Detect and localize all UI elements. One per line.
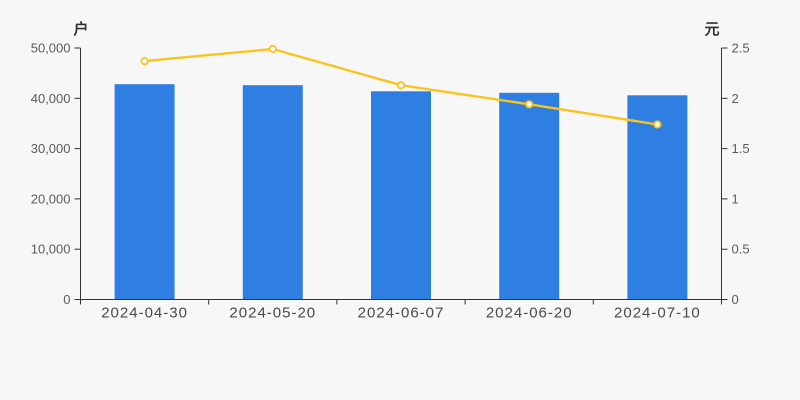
bar — [371, 91, 431, 300]
date-label: 2024-06-07 — [358, 305, 445, 322]
left-axis-tick-label: 10,000 — [31, 242, 71, 257]
right-axis-tick-label: 1.5 — [732, 141, 750, 156]
left-axis-title: 户 — [73, 21, 89, 38]
right-axis-tick-label: 2 — [732, 91, 739, 106]
right-axis-tick-label: 1 — [732, 191, 739, 206]
left-axis-tick-label: 20,000 — [31, 191, 71, 206]
left-axis-tick-label: 0 — [63, 292, 70, 307]
right-axis-tick-label: 2.5 — [732, 41, 750, 56]
date-label: 2024-06-20 — [486, 305, 573, 322]
bar — [242, 85, 303, 300]
data-point-marker — [268, 44, 277, 54]
date-label: 2024-05-20 — [229, 305, 316, 322]
bar — [114, 84, 175, 300]
bar — [627, 95, 688, 300]
data-point-marker — [525, 100, 534, 109]
left-axis-tick-label: 50,000 — [31, 41, 71, 56]
date-label: 2024-04-30 — [101, 305, 188, 322]
right-axis-tick-label: 0 — [732, 292, 739, 307]
left-axis-tick-label: 30,000 — [31, 141, 71, 156]
data-point-marker — [396, 81, 406, 90]
data-point-marker — [653, 120, 662, 129]
date-label: 2024-07-10 — [614, 305, 701, 322]
left-axis-tick-label: 40,000 — [31, 91, 71, 106]
right-axis-title: 元 — [704, 21, 720, 38]
bar — [499, 92, 560, 300]
right-axis-tick-label: 0.5 — [732, 242, 750, 257]
data-point-marker — [140, 56, 149, 66]
